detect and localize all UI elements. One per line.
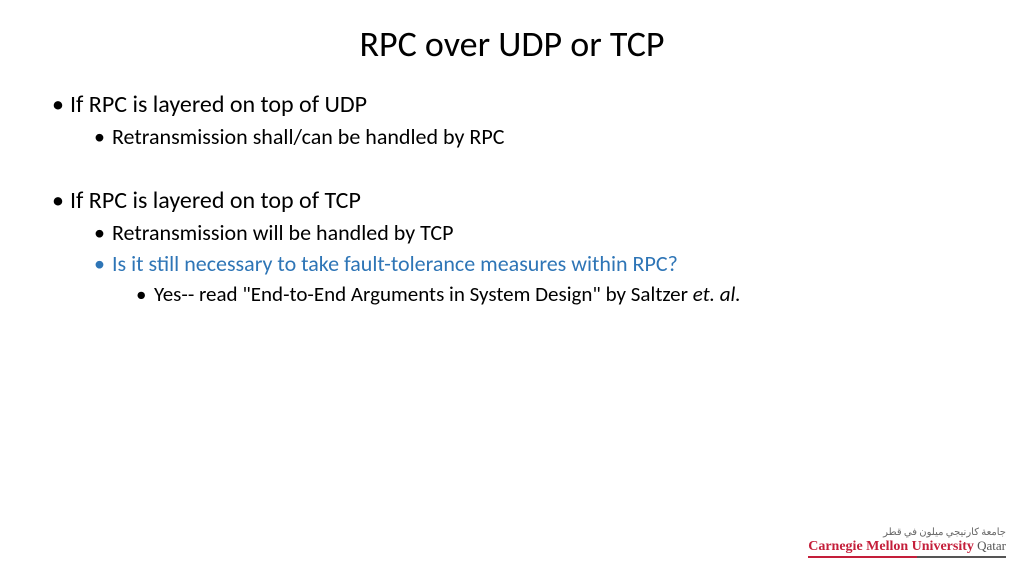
university-logo: جامعة كارنيجي ميلون في قطر Carnegie Mell… bbox=[808, 527, 1006, 558]
bullet-text-pre: Yes-- read "End-to-End Arguments in Syst… bbox=[154, 281, 693, 307]
bullet-text-container: Yes-- read "End-to-End Arguments in Syst… bbox=[154, 281, 741, 307]
spacing-gap bbox=[50, 154, 984, 186]
bullet-dot-icon: • bbox=[92, 123, 112, 150]
bullet-text: Is it still necessary to take fault-tole… bbox=[112, 250, 678, 277]
bullet-dot-icon: • bbox=[50, 90, 70, 119]
logo-main-text: Carnegie Mellon University Qatar bbox=[808, 539, 1006, 554]
bullet-section2-sub2-highlighted: • Is it still necessary to take fault-to… bbox=[50, 250, 984, 277]
bullet-section2-sub1: • Retransmission will be handled by TCP bbox=[50, 219, 984, 246]
bullet-dot-icon: • bbox=[92, 250, 112, 277]
bullet-text: If RPC is layered on top of TCP bbox=[70, 186, 361, 215]
bullet-dot-icon: • bbox=[92, 219, 112, 246]
bullet-text: Retransmission shall/can be handled by R… bbox=[112, 123, 504, 150]
bullet-section1-sub1: • Retransmission shall/can be handled by… bbox=[50, 123, 984, 150]
logo-underline bbox=[808, 556, 1006, 558]
logo-arabic-text: جامعة كارنيجي ميلون في قطر bbox=[808, 527, 1006, 537]
bullet-dot-icon: • bbox=[134, 281, 154, 307]
bullet-dot-icon: • bbox=[50, 186, 70, 215]
bullet-text: If RPC is layered on top of UDP bbox=[70, 90, 367, 119]
logo-campus-suffix: Qatar bbox=[974, 538, 1006, 553]
slide-container: RPC over UDP or TCP • If RPC is layered … bbox=[0, 0, 1024, 576]
bullet-section1-heading: • If RPC is layered on top of UDP bbox=[50, 90, 984, 119]
bullet-section2-heading: • If RPC is layered on top of TCP bbox=[50, 186, 984, 215]
bullet-text-italic: et. al. bbox=[693, 281, 741, 307]
bullet-section2-sub3: • Yes-- read "End-to-End Arguments in Sy… bbox=[50, 281, 984, 307]
logo-university-name: Carnegie Mellon University bbox=[808, 539, 974, 554]
slide-content: • If RPC is layered on top of UDP • Retr… bbox=[40, 90, 984, 307]
slide-title: RPC over UDP or TCP bbox=[40, 22, 984, 66]
bullet-text: Retransmission will be handled by TCP bbox=[112, 219, 454, 246]
